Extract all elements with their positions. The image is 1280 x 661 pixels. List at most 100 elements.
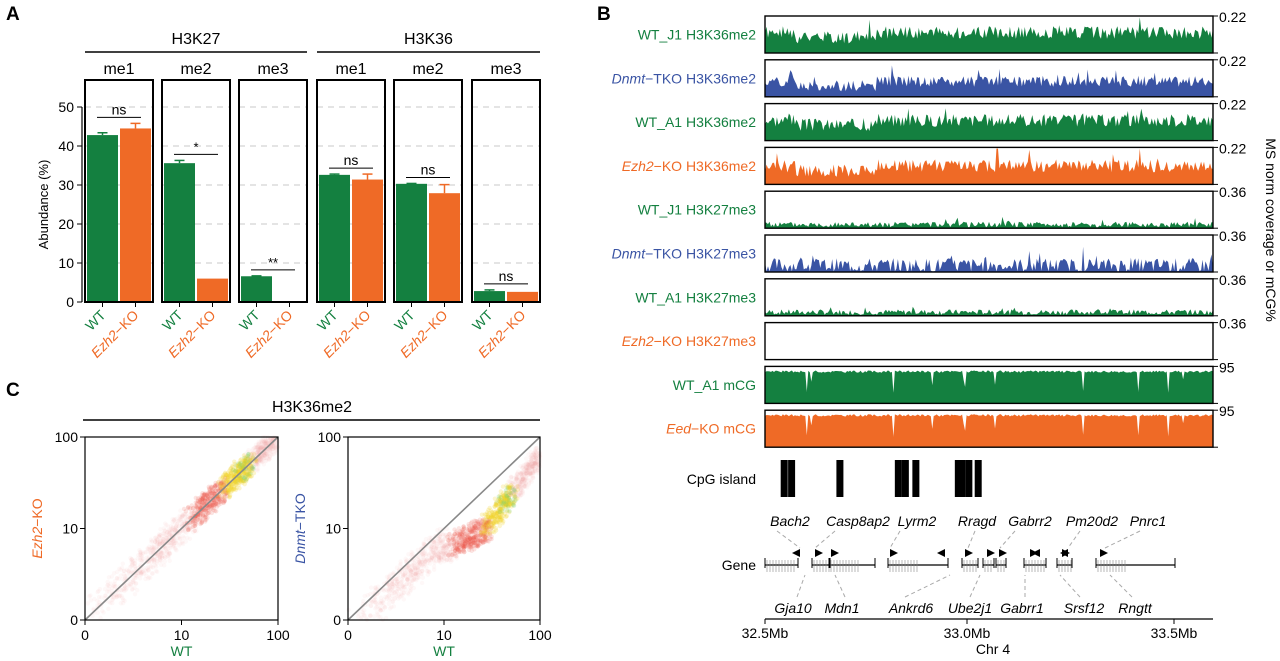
density-point [110, 597, 115, 602]
x-tick-label: WT [469, 306, 496, 333]
track-area [765, 306, 1213, 316]
density-point [162, 545, 168, 550]
density-point [210, 488, 216, 494]
cpg-island-mark [788, 460, 796, 497]
track-max-label: 0.22 [1219, 140, 1246, 156]
density-point [169, 540, 174, 546]
density-point [257, 447, 262, 453]
density-point [255, 448, 261, 454]
density-point [176, 535, 181, 541]
density-point [183, 515, 188, 520]
density-point [263, 451, 268, 457]
track-label: Dnmt−TKO H3K27me3 [612, 246, 757, 262]
density-point [238, 478, 243, 484]
density-point [148, 564, 153, 569]
density-point [373, 599, 378, 605]
density-point [177, 543, 182, 548]
density-point [205, 495, 210, 501]
density-point [203, 508, 209, 513]
gene-name-bottom: Gabrr1 [1000, 600, 1044, 616]
density-point [192, 518, 197, 523]
density-point [133, 572, 139, 578]
density-point [155, 541, 161, 546]
density-point [229, 473, 235, 479]
density-point [217, 497, 222, 503]
density-point [135, 556, 140, 561]
density-point [249, 452, 254, 457]
density-point [202, 498, 207, 503]
density-point [177, 513, 182, 519]
track-label: Ezh2−KO H3K27me3 [622, 333, 756, 349]
density-point [491, 524, 496, 529]
x-tick-label: WT [314, 306, 341, 333]
density-point [242, 455, 247, 461]
track-frame [764, 278, 1214, 317]
bar-wt [241, 276, 272, 302]
density-point [130, 560, 136, 566]
density-point [160, 537, 166, 542]
density-point [218, 498, 223, 503]
track-label: WT_J1 H3K36me2 [638, 27, 756, 43]
density-point [222, 470, 228, 476]
density-point [492, 513, 497, 519]
density-point [152, 545, 157, 550]
density-point [267, 449, 273, 454]
density-point [253, 447, 258, 453]
density-point [251, 470, 257, 476]
density-point [441, 536, 447, 542]
density-point [261, 442, 266, 447]
density-point [146, 567, 151, 573]
density-point [129, 559, 134, 565]
density-point [214, 501, 219, 507]
density-point [239, 476, 244, 481]
density-point [207, 496, 213, 501]
density-point [189, 512, 194, 517]
density-point [241, 458, 246, 463]
density-point [254, 445, 259, 451]
density-point [159, 550, 165, 556]
density-point [161, 538, 167, 543]
density-point [212, 502, 218, 508]
density-point [126, 570, 132, 575]
x-tick-label: WT [236, 306, 263, 333]
density-point [138, 556, 143, 561]
density-point [229, 485, 234, 491]
density-point [145, 546, 151, 552]
density-point [159, 553, 165, 559]
density-point [214, 498, 220, 504]
density-point [180, 539, 185, 544]
density-point [249, 465, 254, 470]
density-point [171, 541, 177, 547]
density-point [212, 500, 217, 505]
density-point [246, 472, 251, 478]
density-point [475, 544, 481, 549]
density-point [209, 493, 214, 499]
density-point [140, 550, 146, 555]
density-point [162, 555, 168, 560]
density-point [211, 505, 217, 511]
density-point [198, 499, 204, 505]
density-point [132, 561, 137, 566]
track-label-italic: Eed [666, 421, 692, 437]
density-point [470, 527, 476, 532]
density-point [149, 546, 155, 551]
density-point [189, 524, 195, 529]
density-point [130, 562, 135, 568]
density-point [429, 556, 434, 561]
density-point [260, 439, 265, 445]
density-point [180, 513, 185, 518]
density-point [167, 551, 172, 557]
density-point [128, 581, 134, 587]
density-point [157, 542, 162, 547]
density-point [524, 468, 530, 474]
density-point [158, 562, 164, 567]
density-point [99, 595, 104, 600]
density-point [172, 516, 177, 522]
track-label-text: WT_A1 mCG [673, 377, 756, 393]
y-tick-label: 100 [55, 429, 79, 445]
density-point [237, 462, 242, 468]
track-area [765, 216, 1213, 229]
density-point [215, 486, 220, 491]
density-point [206, 508, 211, 513]
density-point [122, 573, 128, 579]
